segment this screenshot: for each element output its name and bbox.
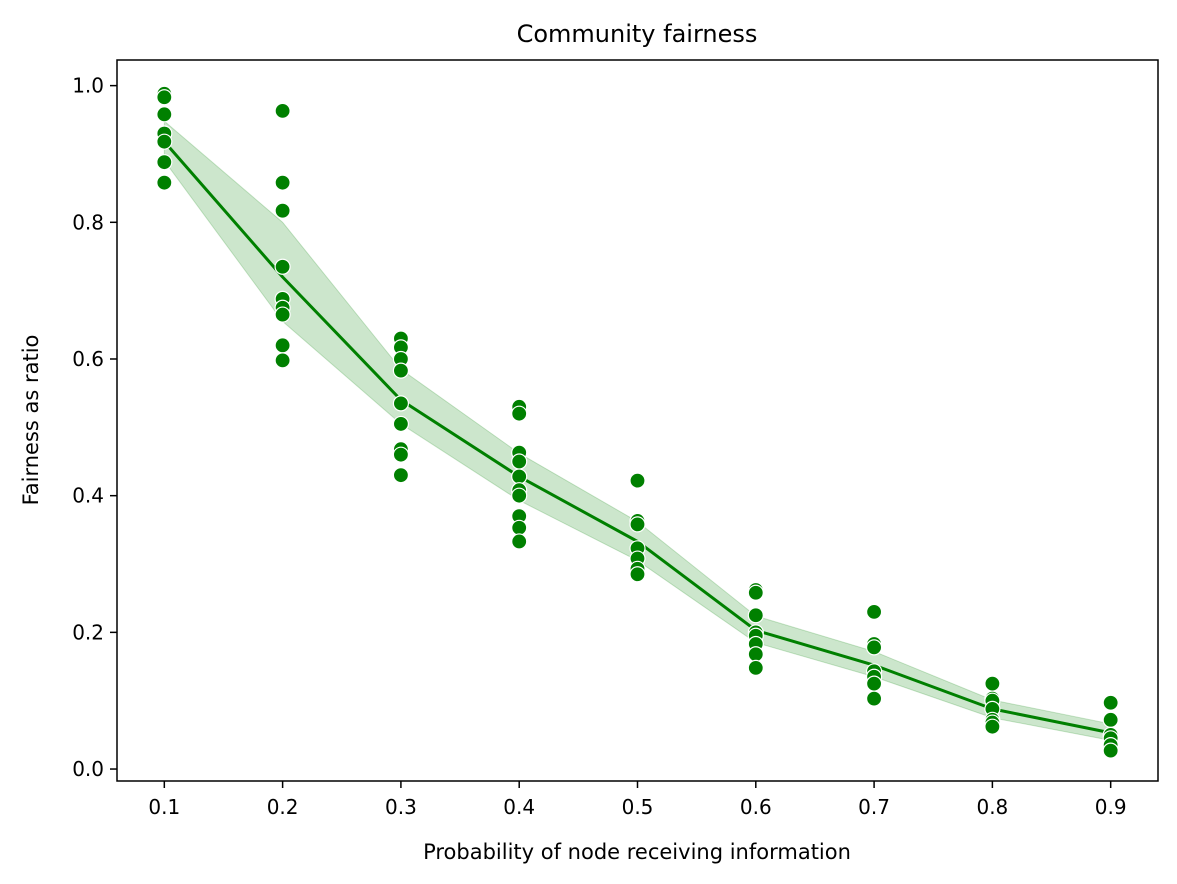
plot-frame bbox=[116, 59, 1159, 782]
x-tick-label: 0.8 bbox=[976, 795, 1008, 819]
confidence-band-layer bbox=[163, 120, 1112, 741]
scatter-point bbox=[865, 675, 883, 692]
scatter-points-layer bbox=[156, 85, 1119, 759]
x-tick-label: 0.7 bbox=[858, 795, 890, 819]
scatter-point bbox=[1102, 694, 1119, 711]
y-tick-label: 0.8 bbox=[72, 210, 104, 234]
chart-title: Community fairness bbox=[517, 20, 758, 48]
scatter-point bbox=[1102, 742, 1119, 759]
scatter-point bbox=[392, 446, 410, 463]
scatter-point bbox=[629, 472, 646, 489]
mean-line-layer bbox=[162, 139, 1113, 735]
scatter-point bbox=[156, 174, 173, 191]
y-axis-ticks: 0.0 0.2 0.4 0.6 0.8 1.0 bbox=[72, 74, 117, 781]
scatter-point bbox=[511, 487, 528, 504]
scatter-point bbox=[511, 405, 528, 422]
x-tick-label: 0.4 bbox=[503, 795, 535, 819]
scatter-point bbox=[511, 468, 528, 485]
x-tick-label: 0.2 bbox=[267, 795, 299, 819]
x-tick-label: 0.1 bbox=[148, 795, 180, 819]
scatter-point bbox=[511, 533, 528, 550]
x-tick-label: 0.3 bbox=[385, 795, 417, 819]
x-tick-label: 0.6 bbox=[740, 795, 772, 819]
scatter-point bbox=[274, 202, 291, 219]
scatter-point bbox=[865, 690, 883, 707]
scatter-point bbox=[865, 639, 883, 656]
scatter-point bbox=[747, 607, 764, 624]
scatter-point bbox=[274, 258, 291, 275]
scatter-point bbox=[747, 659, 764, 677]
scatter-point bbox=[865, 603, 883, 620]
x-axis-label: Probability of node receiving informatio… bbox=[423, 840, 851, 864]
scatter-point bbox=[392, 395, 410, 412]
scatter-point bbox=[1102, 711, 1119, 728]
scatter-point bbox=[274, 352, 291, 369]
scatter-point bbox=[156, 154, 173, 171]
scatter-point bbox=[392, 415, 410, 433]
scatter-point bbox=[629, 566, 646, 583]
scatter-point bbox=[392, 362, 410, 379]
scatter-point bbox=[984, 675, 1001, 692]
x-tick-label: 0.5 bbox=[622, 795, 654, 819]
scatter-point bbox=[984, 718, 1001, 735]
scatter-point bbox=[156, 133, 173, 150]
scatter-point bbox=[274, 102, 291, 120]
y-tick-label: 0.4 bbox=[72, 484, 104, 508]
y-tick-label: 0.2 bbox=[72, 620, 104, 644]
scatter-point bbox=[156, 106, 173, 123]
scatter-point bbox=[274, 174, 291, 191]
y-tick-label: 1.0 bbox=[72, 74, 104, 98]
y-tick-label: 0.6 bbox=[72, 347, 104, 371]
y-axis-label: Fairness as ratio bbox=[19, 335, 43, 506]
scatter-point bbox=[629, 516, 646, 533]
scatter-point bbox=[156, 89, 173, 106]
confidence-band bbox=[163, 120, 1112, 741]
x-axis-ticks: 0.1 0.2 0.3 0.4 0.5 0.6 0.7 0.8 0.9 bbox=[148, 781, 1127, 819]
x-tick-label: 0.9 bbox=[1095, 795, 1127, 819]
scatter-point bbox=[274, 306, 291, 323]
scatter-point bbox=[392, 467, 410, 484]
scatter-point bbox=[511, 519, 528, 536]
scatter-point bbox=[747, 646, 764, 663]
mean-line bbox=[162, 139, 1113, 735]
scatter-point bbox=[747, 584, 764, 601]
scatter-point bbox=[274, 337, 291, 354]
y-tick-label: 0.0 bbox=[72, 757, 104, 781]
scatter-point bbox=[511, 453, 528, 470]
